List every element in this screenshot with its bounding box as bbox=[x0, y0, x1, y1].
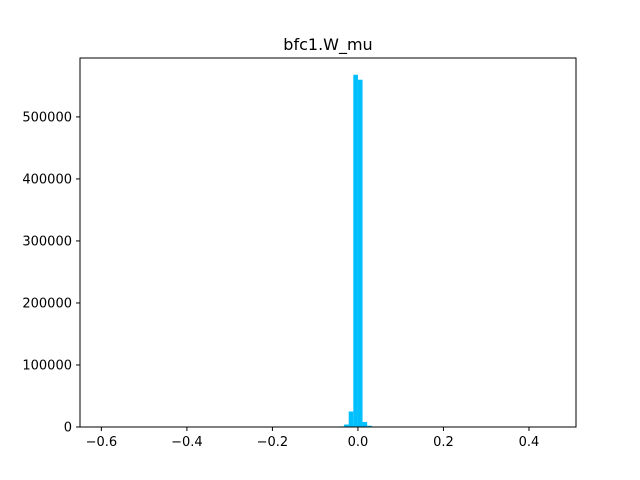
y-axis: 0 100000 200000 300000 400000 500000 bbox=[22, 110, 80, 436]
x-tick-label-1: −0.4 bbox=[171, 435, 203, 450]
x-tick-label-0: −0.6 bbox=[86, 435, 118, 450]
x-tick-label-2: −0.2 bbox=[257, 435, 289, 450]
x-axis: −0.6 −0.4 −0.2 0.0 0.2 0.4 bbox=[86, 427, 540, 450]
y-tick-label-2: 200000 bbox=[22, 296, 72, 311]
y-tick-label-0: 0 bbox=[64, 421, 72, 436]
y-tick-label-1: 100000 bbox=[22, 358, 72, 373]
histogram-bar-4 bbox=[357, 79, 363, 428]
y-tick-label-4: 400000 bbox=[22, 172, 72, 187]
plot-frame bbox=[79, 57, 577, 428]
y-tick-label-5: 500000 bbox=[22, 110, 72, 125]
histogram-bar-6 bbox=[367, 425, 372, 427]
y-tick-label-3: 300000 bbox=[22, 234, 72, 249]
histogram-bar-2 bbox=[348, 411, 354, 427]
histogram-bar-1 bbox=[344, 424, 349, 427]
histogram-bar-5 bbox=[362, 422, 368, 427]
histogram-bar-3 bbox=[353, 74, 358, 427]
chart-title: bfc1.W_mu bbox=[283, 35, 372, 55]
x-tick-label-4: 0.2 bbox=[433, 435, 454, 450]
x-tick-label-5: 0.4 bbox=[519, 435, 540, 450]
x-tick-label-3: 0.0 bbox=[348, 435, 369, 450]
